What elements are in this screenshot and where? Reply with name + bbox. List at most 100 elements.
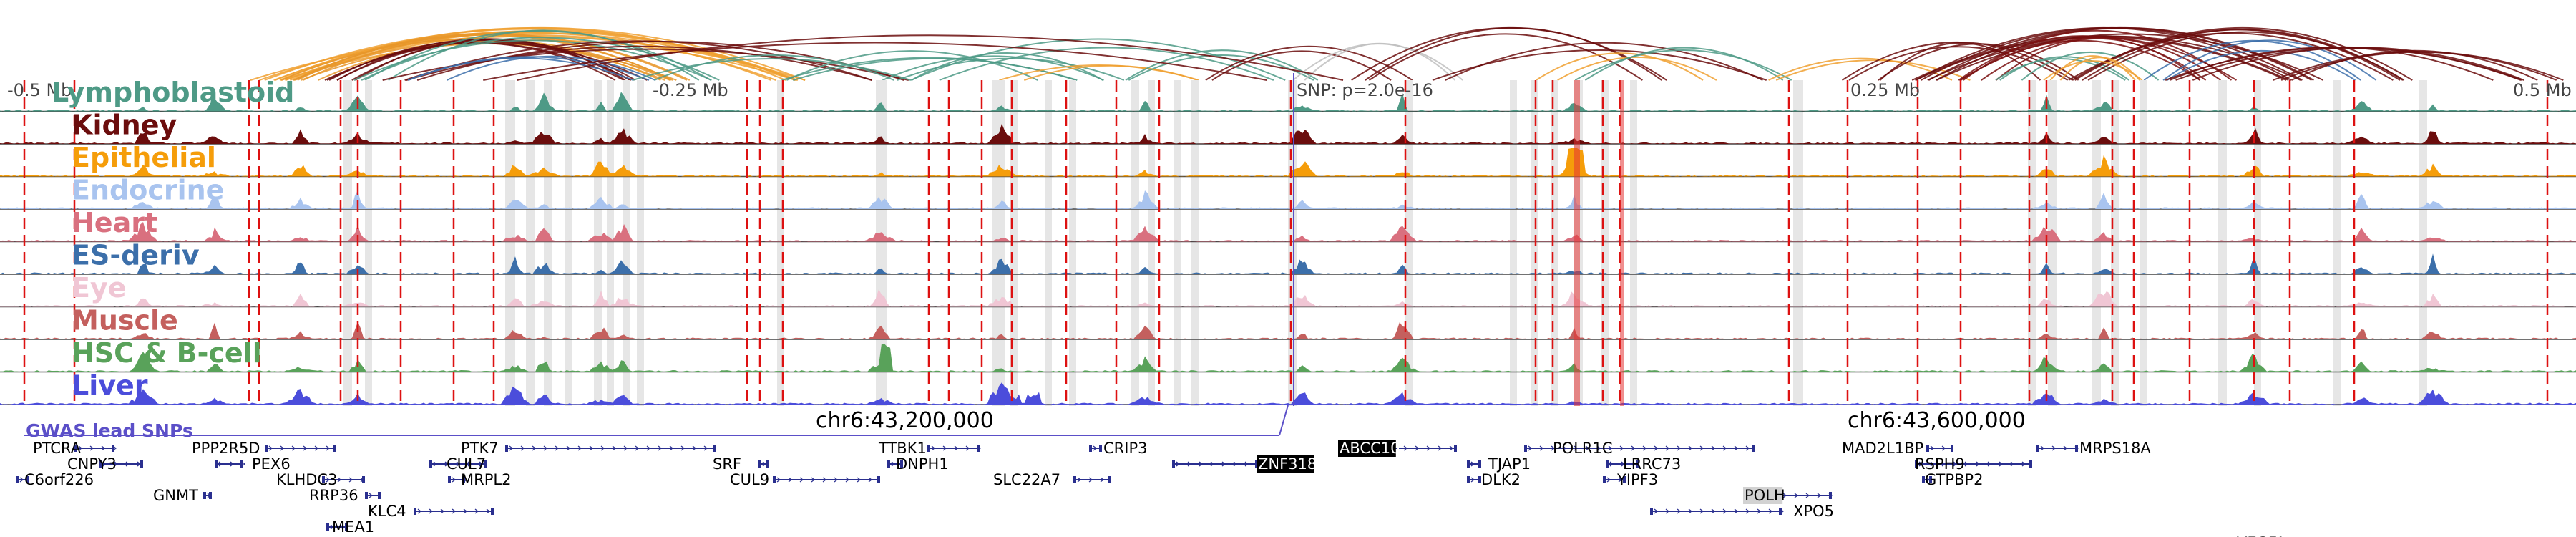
strand-arrow xyxy=(811,477,815,483)
strand-arrow xyxy=(1621,461,1625,467)
strand-arrow xyxy=(1585,445,1589,451)
strand-arrow xyxy=(669,445,673,451)
gene-label: SRF xyxy=(713,455,741,473)
strand-arrow xyxy=(1930,445,1934,451)
gene-slc22a7[interactable]: SLC22A7 xyxy=(993,471,1111,488)
chromatin-arc xyxy=(1584,47,1784,81)
chromatin-arc xyxy=(1211,50,1392,81)
gene-exon xyxy=(378,492,381,499)
gene-label: PTCRA xyxy=(33,440,82,457)
gene-exon xyxy=(758,460,761,468)
gene-ppp2r5d[interactable]: PPP2R5D xyxy=(192,440,336,457)
chromatin-arc xyxy=(654,54,894,81)
gene-exon xyxy=(203,492,206,499)
gene-label: PEX6 xyxy=(252,455,291,473)
gene-ttbk1[interactable]: TTBK1 xyxy=(878,440,981,457)
gene-ptcra[interactable]: PTCRA xyxy=(33,440,117,457)
chromatin-arc xyxy=(406,45,872,81)
chromatin-arc xyxy=(1205,45,1413,81)
gene-mrps18a[interactable]: MRPS18A xyxy=(2036,440,2151,457)
gene-dnph1[interactable]: DNPH1 xyxy=(887,455,949,473)
gene-ptk7[interactable]: PTK7 xyxy=(461,440,716,457)
gene-label: CRIP3 xyxy=(1103,440,1147,457)
strand-arrow xyxy=(230,461,234,467)
chromatin-arc xyxy=(1536,52,1704,81)
strand-arrow xyxy=(1606,477,1611,483)
strand-arrow xyxy=(1699,445,1704,451)
chromatin-arc xyxy=(1958,35,2207,81)
strand-arrow xyxy=(218,461,223,467)
gene-exon xyxy=(1922,476,1925,483)
gene-cnpy3[interactable]: CNPY3 xyxy=(67,455,143,473)
gene-xpo5[interactable]: XPO5 xyxy=(1650,503,1834,520)
gene-klhdc3[interactable]: KLHDC3 xyxy=(276,471,365,488)
gene-srf[interactable]: SRF xyxy=(713,455,769,473)
chromatin-arc xyxy=(1125,49,1319,81)
chromatin-arc xyxy=(2049,55,2136,81)
highlight-band xyxy=(2218,80,2227,406)
gene-rsph9[interactable]: RSPH9 xyxy=(1915,455,2032,473)
strand-arrow xyxy=(834,477,838,483)
gene-exon xyxy=(1951,445,1953,452)
gwas-connector-diagonal xyxy=(1279,405,1289,436)
gene-lrrc73[interactable]: LRRC73 xyxy=(1606,455,1681,473)
gene-exon xyxy=(1752,445,1755,452)
strand-arrow xyxy=(467,461,472,467)
gene-cul9[interactable]: CUL9 xyxy=(730,471,880,488)
highlight-bands xyxy=(343,80,2427,406)
gene-exon xyxy=(322,476,325,483)
chromatin-arc xyxy=(1841,41,2073,81)
strand-arrow xyxy=(1449,445,1453,451)
gene-mea1[interactable]: MEA1 xyxy=(326,518,374,536)
chromatin-arc xyxy=(2162,39,2377,81)
gene-rrp36[interactable]: RRP36 xyxy=(309,487,381,504)
strand-arrow xyxy=(1176,461,1180,467)
strand-arrow xyxy=(433,461,437,467)
strand-arrow xyxy=(532,445,536,451)
strand-arrow xyxy=(1722,445,1727,451)
gene-exon xyxy=(1467,476,1470,483)
gene-exon xyxy=(1478,460,1481,468)
gene-c6orf226[interactable]: C6orf226 xyxy=(16,471,94,488)
track-eye xyxy=(0,289,2576,308)
gene-klc4[interactable]: KLC4 xyxy=(368,503,494,520)
gene-mrpl2[interactable]: MRPL2 xyxy=(448,471,511,488)
gene-crip3[interactable]: CRIP3 xyxy=(1089,440,1147,457)
highlight-band xyxy=(1191,80,1199,406)
strand-arrow xyxy=(1426,445,1430,451)
gene-polh[interactable]: POLH xyxy=(1743,487,1833,504)
highlight-band xyxy=(365,80,372,406)
gene-mad2l1bp[interactable]: MAD2L1BP xyxy=(1842,440,1953,457)
chromatin-arc xyxy=(388,29,700,81)
highlight-band xyxy=(1601,80,1609,406)
gene-label: PPP2R5D xyxy=(192,440,260,457)
gene-znf318[interactable]: ZNF318 xyxy=(1172,455,1317,473)
highlight-band xyxy=(623,80,630,406)
gene-exon xyxy=(2075,445,2078,452)
gene-dlk2[interactable]: DLK2 xyxy=(1467,471,1521,488)
track-label-hsc-b-cell: HSC & B-cell xyxy=(72,337,262,369)
gene-vegfa[interactable]: VEGFA xyxy=(2237,534,2336,537)
gene-gtpbp2[interactable]: GTPBP2 xyxy=(1922,471,1983,488)
strand-arrow xyxy=(1941,445,1946,451)
strand-arrow xyxy=(1688,508,1692,514)
track-label-muscle: Muscle xyxy=(72,305,178,337)
strand-arrow xyxy=(1199,461,1203,467)
gene-tjap1[interactable]: TJAP1 xyxy=(1467,455,1531,473)
gene-polr1c[interactable]: POLR1C xyxy=(1524,440,1755,457)
strand-arrow xyxy=(1415,445,1419,451)
strand-arrow xyxy=(1677,445,1681,451)
gene-gnmt[interactable]: GNMT xyxy=(153,487,212,504)
strand-arrow xyxy=(543,445,547,451)
gene-label: GTPBP2 xyxy=(1925,471,1983,488)
gene-yipf3[interactable]: YIPF3 xyxy=(1603,471,1658,488)
strand-arrow xyxy=(2040,445,2044,451)
gene-pex6[interactable]: PEX6 xyxy=(215,455,291,473)
gene-abcc10[interactable]: ABCC10 xyxy=(1338,440,1457,457)
strand-arrow xyxy=(101,445,105,451)
highlight-band xyxy=(1069,80,1076,406)
gene-exon xyxy=(99,460,102,468)
gene-cul7[interactable]: CUL7 xyxy=(429,455,487,473)
chromatin-arc xyxy=(1368,33,1643,81)
strand-arrow xyxy=(1734,445,1738,451)
